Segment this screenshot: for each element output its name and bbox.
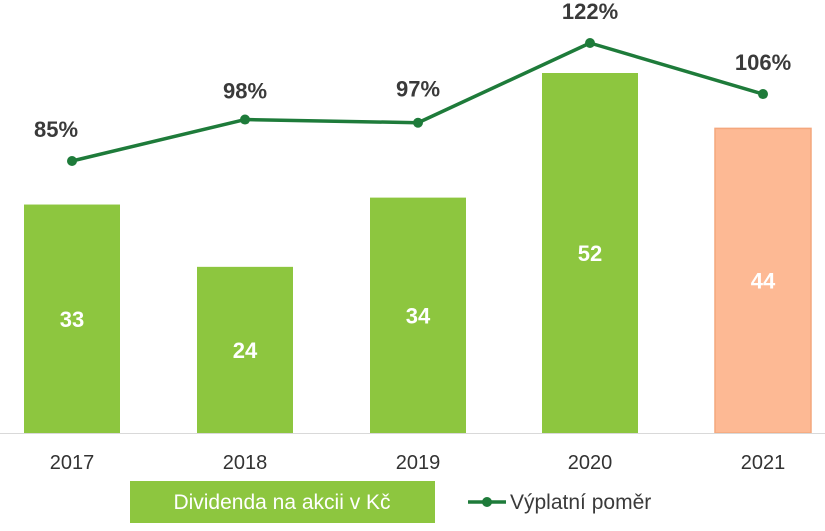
payout-line	[71, 41, 764, 163]
payout-labels-group: 85% 98% 97% 122% 106%	[34, 0, 791, 142]
bar-value-label-2019: 34	[406, 303, 431, 328]
legend: Dividenda na akcii v Kč Výplatní poměr	[130, 481, 651, 523]
payout-label-2019: 97%	[396, 77, 440, 102]
payout-point-2018	[240, 114, 250, 125]
payout-point-2021	[758, 89, 768, 100]
x-tick-2020: 2020	[568, 452, 613, 474]
payout-label-2017: 85%	[34, 117, 78, 142]
bar-value-label-2021: 44	[751, 269, 776, 294]
x-tick-labels: 2017 2018 2019 2020 2021	[50, 452, 786, 474]
x-tick-2018: 2018	[223, 452, 268, 474]
legend-bar-label: Dividenda na akcii v Kč	[173, 491, 390, 514]
payout-line-group	[67, 38, 768, 166]
bar-2017	[24, 204, 120, 433]
bar-2021	[714, 127, 812, 434]
payout-point-2019	[413, 117, 423, 128]
legend-bar-swatch	[130, 481, 435, 523]
bar-value-label-2020: 52	[578, 241, 602, 266]
x-tick-2021: 2021	[741, 452, 786, 474]
payout-point-2020	[585, 38, 595, 48]
bar-labels-group: 33 24 34 52 44	[60, 241, 776, 363]
bar-2018	[197, 266, 293, 433]
payout-label-2021: 106%	[735, 50, 791, 75]
x-tick-2019: 2019	[396, 452, 441, 474]
payout-point-2017	[67, 156, 77, 166]
bar-2020	[542, 73, 638, 433]
bar-value-label-2017: 33	[60, 307, 84, 332]
x-tick-2017: 2017	[50, 452, 95, 474]
payout-label-2020: 122%	[562, 0, 618, 24]
legend-line-label: Výplatní poměr	[510, 491, 651, 514]
bar-2019	[370, 197, 466, 433]
bar-value-label-2018: 24	[233, 338, 258, 363]
payout-label-2018: 98%	[223, 79, 267, 104]
bars-group	[24, 73, 812, 434]
legend-line-marker	[482, 497, 492, 507]
